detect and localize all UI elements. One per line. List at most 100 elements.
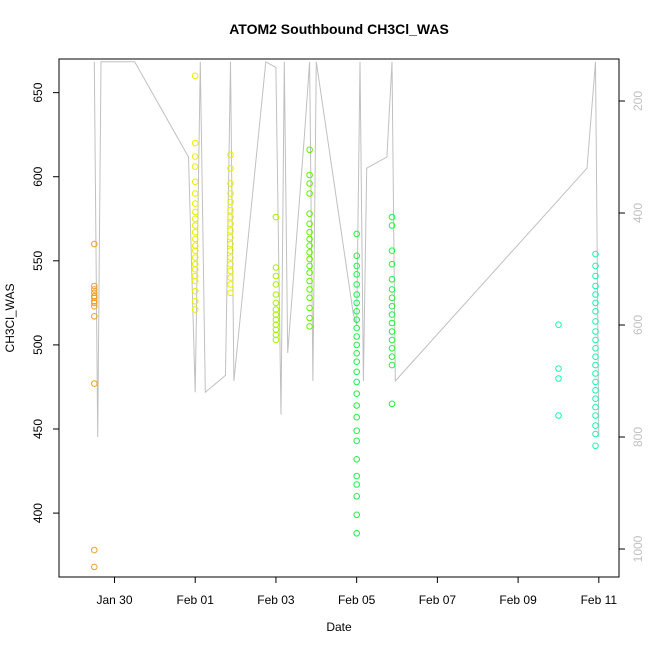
data-point [191, 200, 199, 207]
data-point [353, 333, 361, 340]
data-point [91, 380, 98, 387]
data-point [353, 402, 361, 409]
data-point [306, 180, 313, 187]
data-point [227, 274, 234, 281]
data-point [388, 345, 396, 352]
data-point [388, 353, 396, 361]
data-point [306, 171, 313, 179]
data-point [592, 318, 599, 325]
data-point [191, 272, 199, 280]
data-point [272, 281, 280, 288]
data-point [388, 336, 396, 344]
data-point [272, 306, 280, 313]
data-point [353, 316, 361, 324]
data-point [272, 326, 280, 334]
data-point [227, 220, 234, 228]
data-point [353, 341, 361, 349]
data-point [353, 378, 361, 386]
y-axis-label: CH3Cl_WAS [3, 284, 17, 353]
data-point [555, 412, 562, 419]
data-point [191, 260, 199, 268]
data-point [191, 287, 199, 295]
y-tick-label: 600 [31, 166, 45, 186]
y-tick-label: 450 [31, 419, 45, 439]
data-point [555, 365, 562, 372]
data-point [306, 146, 313, 154]
y-tick-label: 550 [31, 250, 45, 270]
data-point [592, 370, 599, 377]
data-point [353, 530, 361, 537]
x-tick-label: Feb 09 [499, 593, 537, 607]
data-point [191, 222, 199, 229]
data-point [227, 227, 234, 234]
y-tick-label: 400 [31, 503, 45, 523]
data-point [306, 210, 313, 217]
data-point [272, 311, 280, 318]
data-point [227, 207, 234, 214]
data-point [272, 321, 280, 329]
data-point [191, 178, 199, 186]
data-point [191, 254, 199, 261]
data-point [227, 190, 234, 197]
data-point [272, 316, 280, 324]
data-point [306, 304, 313, 312]
data-point [191, 139, 199, 147]
data-point [91, 563, 98, 571]
data-point [272, 272, 280, 280]
x-tick-label: Feb 01 [177, 593, 215, 607]
data-point [592, 299, 599, 307]
data-point [227, 213, 234, 221]
data-point [191, 208, 199, 216]
data-point [227, 198, 234, 206]
x-tick-label: Feb 03 [257, 593, 295, 607]
data-point [353, 427, 361, 435]
data-point [592, 308, 599, 315]
data-point [91, 240, 98, 248]
data-point [388, 260, 396, 268]
data-point [306, 277, 313, 285]
data-point [388, 222, 396, 229]
data-point [227, 289, 234, 297]
data-point [191, 242, 199, 249]
y2-tick-label: 800 [631, 427, 645, 447]
data-point [592, 328, 599, 335]
secondary-y-axis: 200 400 600 800 1000 [619, 91, 645, 562]
data-point [91, 302, 98, 310]
data-point [272, 331, 280, 339]
data-point [353, 368, 361, 376]
data-point [191, 72, 199, 80]
data-point [353, 493, 361, 500]
data-point [306, 228, 313, 236]
data-point [388, 286, 396, 293]
data-point [306, 242, 313, 249]
data-point [227, 151, 234, 159]
data-point [388, 319, 396, 327]
data-point [306, 286, 313, 293]
data-point [592, 422, 599, 429]
data-point [388, 400, 396, 408]
y-axis: 400 450 500 550 600 650 [31, 82, 59, 523]
data-point [592, 387, 599, 394]
data-point [306, 269, 313, 276]
data-point [272, 291, 280, 298]
data-point [272, 213, 280, 221]
data-point [353, 281, 361, 288]
data-point [91, 289, 98, 297]
data-point [227, 260, 234, 268]
data-point [592, 345, 599, 352]
data-point [191, 228, 199, 236]
data-point [353, 252, 361, 260]
data-point [592, 282, 599, 290]
data-point [272, 336, 280, 344]
data-point [306, 255, 313, 263]
altitude-line-layer [93, 60, 600, 438]
data-point [592, 403, 599, 411]
data-point [227, 247, 234, 254]
data-point [353, 481, 361, 488]
data-point [353, 511, 361, 519]
data-point [227, 281, 234, 288]
data-point [353, 413, 361, 421]
data-point [306, 235, 313, 243]
data-point [592, 430, 599, 438]
data-point [388, 213, 396, 221]
